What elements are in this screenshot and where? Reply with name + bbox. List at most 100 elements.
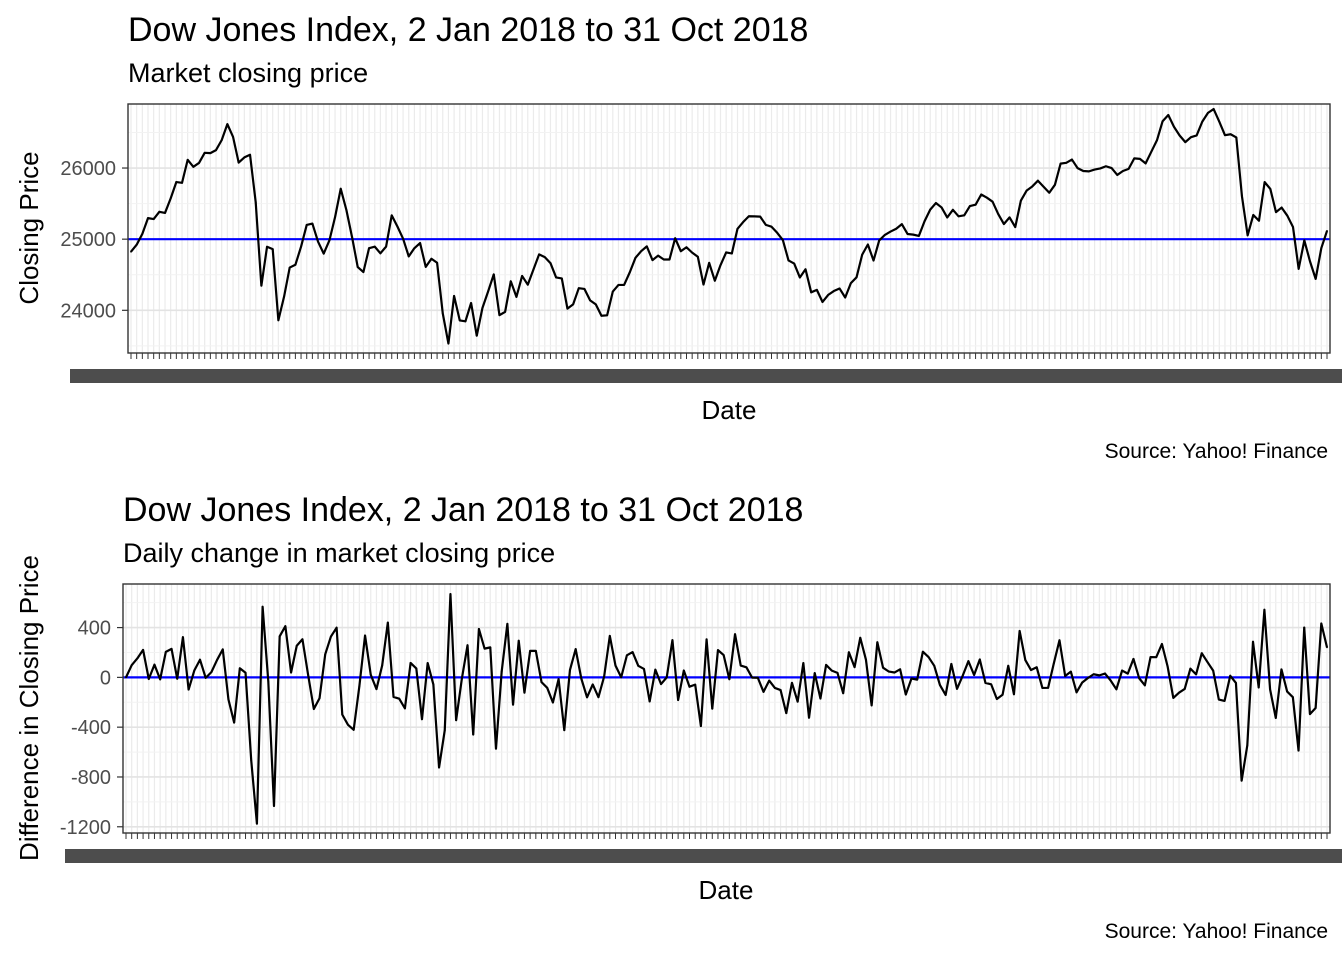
data-point: [569, 669, 571, 671]
data-point: [849, 282, 852, 285]
data-point: [1024, 659, 1027, 661]
data-point: [668, 258, 671, 261]
data-point: [923, 220, 926, 223]
data-point: [283, 295, 285, 298]
data-point: [170, 647, 173, 650]
chart2-y-axis-title: Difference in Closing Price: [14, 555, 44, 861]
data-point: [1105, 165, 1107, 168]
data-point: [125, 676, 127, 679]
data-point: [662, 258, 665, 261]
data-point: [708, 261, 711, 264]
data-point: [203, 151, 206, 154]
chart2-x-axis-ticks: [65, 833, 1342, 863]
data-point: [1280, 206, 1283, 209]
data-point: [637, 664, 640, 667]
data-point: [549, 262, 552, 264]
data-point: [1190, 136, 1192, 139]
data-point: [756, 676, 759, 679]
data-point: [1138, 677, 1141, 680]
data-point: [657, 254, 660, 257]
data-point: [836, 671, 839, 674]
data-point: [702, 283, 705, 286]
chart2-panel: [122, 583, 1331, 834]
data-point: [1286, 690, 1289, 693]
data-point: [1065, 161, 1068, 164]
data-point: [1314, 707, 1317, 709]
data-point: [1156, 139, 1158, 142]
data-point: [878, 239, 881, 242]
data-point: [739, 664, 742, 667]
data-point: [334, 216, 336, 219]
data-point: [1172, 697, 1175, 699]
data-point: [1303, 626, 1306, 629]
chart2-subtitle: Daily change in market closing price: [123, 538, 555, 568]
data-point: [1161, 643, 1163, 645]
data-point: [441, 312, 444, 315]
chart1-title: Dow Jones Index, 2 Jan 2018 to 31 Oct 20…: [128, 11, 808, 49]
data-point: [267, 680, 270, 683]
y-tick-label: -1200: [60, 817, 111, 839]
data-point: [328, 239, 331, 242]
data-point: [889, 230, 892, 233]
data-point: [290, 671, 292, 674]
data-point: [625, 654, 628, 657]
data-point: [980, 193, 983, 196]
chart1-x-axis-ticks: [70, 353, 1342, 383]
data-point: [432, 683, 435, 686]
data-point: [1093, 168, 1096, 171]
data-point: [419, 242, 421, 244]
data-point: [153, 663, 156, 666]
data-point: [464, 320, 467, 323]
data-point: [648, 700, 651, 703]
data-point: [617, 284, 620, 286]
data-point: [1241, 195, 1243, 198]
data-point: [906, 233, 909, 235]
data-point: [238, 667, 241, 670]
data-point: [1150, 150, 1153, 153]
data-point: [916, 678, 919, 681]
chart1-gridlines: [128, 104, 1330, 353]
data-point: [753, 215, 756, 218]
data-point: [1132, 658, 1135, 660]
data-point: [1052, 662, 1055, 665]
data-point: [392, 696, 395, 698]
data-point: [895, 227, 898, 230]
data-point: [147, 217, 149, 220]
data-point: [796, 700, 799, 703]
data-point: [865, 658, 867, 661]
data-point: [645, 245, 648, 248]
data-point: [466, 644, 469, 647]
data-point: [654, 668, 657, 671]
data-point: [278, 635, 281, 638]
data-point: [538, 253, 541, 256]
data-point: [552, 701, 554, 704]
data-point: [373, 245, 376, 248]
data-point: [1235, 136, 1238, 139]
data-point: [515, 295, 518, 298]
chart2-y-axis: -1200 -800 -400 0 400: [60, 618, 123, 839]
data-point: [611, 290, 614, 293]
chart2-series-line: [125, 592, 1329, 825]
data-point: [307, 674, 310, 676]
data-point: [1309, 260, 1311, 263]
data-point: [603, 675, 606, 678]
data-point: [237, 161, 240, 164]
data-point: [634, 256, 637, 259]
data-point: [950, 663, 953, 665]
data-point: [1007, 664, 1010, 667]
data-point: [1201, 120, 1204, 123]
data-point: [1081, 681, 1084, 684]
data-point: [210, 671, 213, 674]
data-point: [815, 289, 818, 291]
data-point: [413, 247, 416, 250]
data-point: [232, 135, 234, 138]
data-point: [832, 290, 835, 292]
data-point: [347, 723, 349, 726]
data-point: [717, 649, 719, 652]
y-tick-label: 26000: [60, 158, 116, 180]
data-point: [952, 208, 954, 211]
data-point: [472, 733, 475, 736]
chart1-caption: Source: Yahoo! Finance: [1105, 440, 1328, 463]
data-point: [1115, 688, 1118, 691]
data-point: [917, 235, 920, 237]
